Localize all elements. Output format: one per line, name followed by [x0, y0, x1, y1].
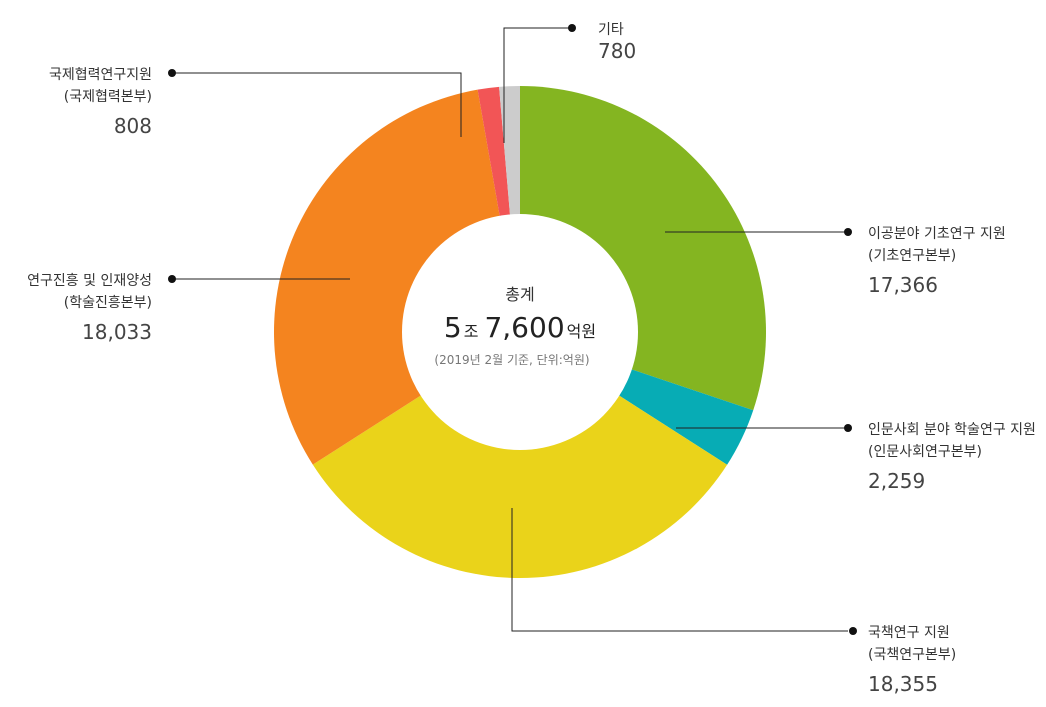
slice-2	[312, 332, 728, 579]
slice-value-3: 18,033	[82, 320, 152, 344]
slice-label-5: 기타	[598, 22, 624, 38]
slice-sublabel-2: (국책연구본부)	[868, 647, 956, 663]
slice-value-4: 808	[114, 114, 152, 138]
leader-dot-4	[168, 69, 176, 77]
slice-value-1: 2,259	[868, 469, 925, 493]
slice-sublabel-3: (학술진흥본부)	[64, 295, 152, 311]
center-total: 총계 5 조 7,600 억원 (2019년 2월 기준, 단위:억원)	[434, 285, 596, 367]
slice-value-0: 17,366	[868, 273, 938, 297]
slice-value-5: 780	[598, 39, 636, 63]
center-hole	[402, 214, 638, 450]
leader-line-5	[503, 27, 572, 143]
leader-dot-1	[844, 424, 852, 432]
total-unit2: 억원	[567, 322, 596, 341]
slice-sublabel-0: (기초연구본부)	[868, 248, 956, 264]
leader-lines-group	[168, 24, 857, 635]
slice-label-3: 연구진흥 및 인재양성	[27, 273, 152, 289]
slice-sublabel-4: (국제협력본부)	[64, 89, 152, 105]
leader-dot-0	[844, 228, 852, 236]
labels-group: 이공분야 기초연구 지원 (기초연구본부) 17,366 인문사회 분야 학술연구 지…	[27, 22, 1036, 696]
leader-dot-2	[849, 627, 857, 635]
slice-value-2: 18,355	[868, 672, 938, 696]
slice-label-0: 이공분야 기초연구 지원	[868, 226, 1006, 242]
slice-label-4: 국제협력연구지원	[49, 67, 152, 83]
center-note: (2019년 2월 기준, 단위:억원)	[434, 353, 589, 367]
leader-dot-5	[568, 24, 576, 32]
leader-dot-3	[168, 275, 176, 283]
slice-sublabel-1: (인문사회연구본부)	[868, 444, 982, 460]
center-total-value: 5 조 7,600 억원	[444, 311, 596, 344]
slice-label-2: 국책연구 지원	[868, 625, 950, 641]
leader-line-2	[511, 508, 848, 632]
center-title: 총계	[505, 285, 534, 304]
total-num1: 5	[444, 311, 462, 344]
total-num2: 7,600	[484, 311, 564, 344]
leader-line-4	[172, 72, 462, 137]
slice-label-1: 인문사회 분야 학술연구 지원	[868, 422, 1036, 438]
total-unit1: 조	[464, 322, 479, 341]
